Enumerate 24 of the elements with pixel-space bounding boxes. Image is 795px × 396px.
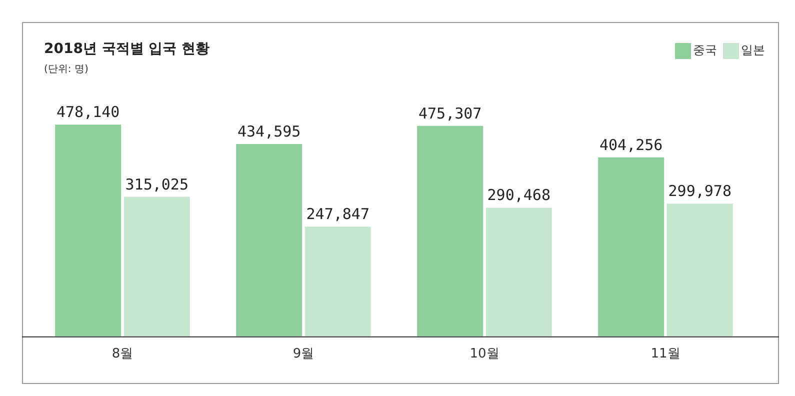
x-tick-label: 10월 [470, 346, 500, 362]
x-tick-label: 9월 [292, 346, 314, 362]
data-label: 434,595 [238, 122, 301, 140]
data-label: 475,307 [418, 104, 482, 122]
bar [486, 208, 552, 336]
bar [598, 157, 664, 336]
x-tick-label: 8월 [112, 346, 134, 362]
bar [124, 196, 190, 336]
bar [236, 144, 302, 336]
bar [417, 126, 484, 336]
data-label: 290,468 [487, 186, 550, 204]
legend-label: 중국 [692, 42, 717, 59]
chart-subtitle: (단위: 명) [44, 63, 88, 76]
data-label: 247,847 [306, 205, 370, 224]
data-label: 299,978 [668, 182, 732, 200]
data-label: 478,140 [56, 103, 120, 122]
chart-title: 2018년 국적별 입국 현황 [44, 40, 210, 58]
bar [55, 124, 122, 336]
data-label: 315,025 [125, 175, 188, 194]
data-label: 404,256 [600, 136, 663, 154]
x-tick-label: 11월 [650, 346, 680, 362]
legend-label: 일본 [740, 42, 765, 59]
bar [304, 226, 371, 336]
bar [666, 204, 733, 336]
